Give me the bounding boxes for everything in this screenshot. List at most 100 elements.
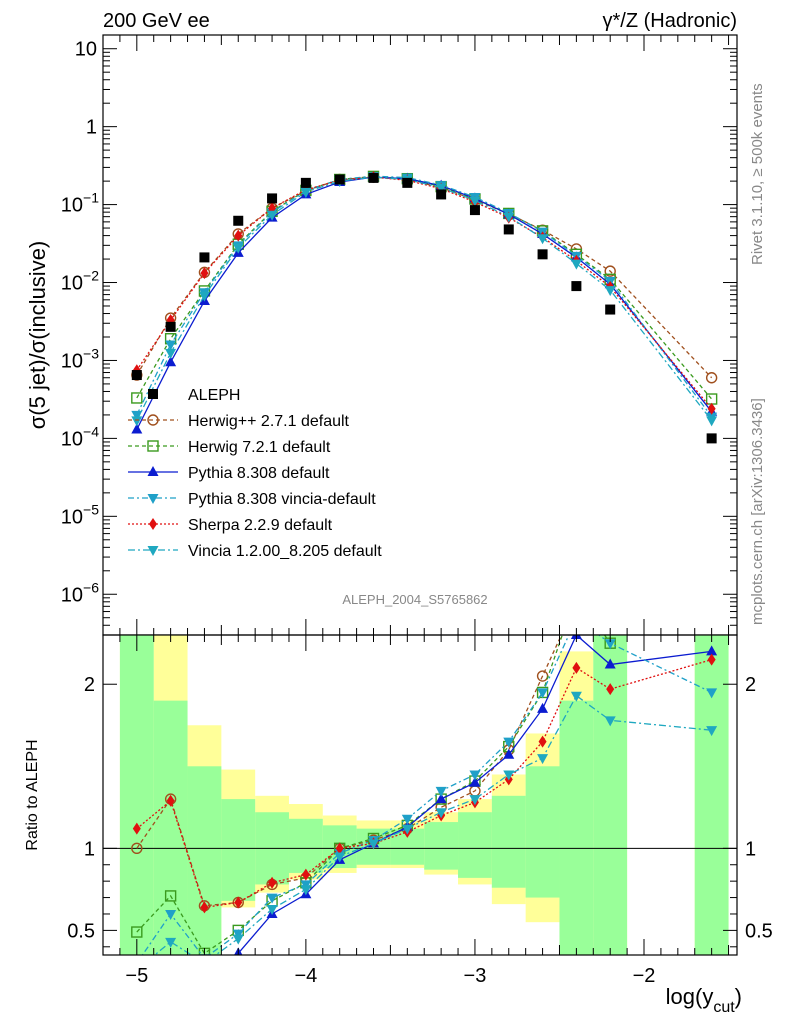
lower-y-axis-label: Ratio to ALEPH [24,739,41,850]
band-green [694,635,729,955]
ratio-vincia-1-2-00-8-205-default [153,691,718,955]
ratio-point [401,814,413,825]
ratio-point [706,645,718,656]
ratio-line [153,694,712,955]
series-point [165,340,177,351]
aleph-point [199,252,210,263]
upper-y-ticks: 10 1 10−1 10−2 10−3 10−4 10−5 10−6 [61,39,737,626]
band-green [559,700,594,955]
ratio-point [164,890,177,902]
lower-y-ticks: 0.5 0.5 1 1 2 2 [67,674,773,948]
legend-marker [147,546,159,556]
upper-y-tick-label: 1 [86,117,97,139]
ratio-point [234,896,243,909]
upper-y-tick-label: 10 [75,39,97,61]
ratio-point [537,702,549,713]
ratio-point [570,691,582,702]
ratio-point [503,770,515,781]
series-point [300,188,312,199]
title-right: γ*/Z (Hadronic) [603,10,737,32]
ratio-point [537,688,549,699]
upper-x-ticks [102,35,730,635]
ratio-point [606,683,615,696]
aleph-point [334,174,345,185]
ratio-point [604,639,616,650]
ratio-point [469,795,481,806]
upper-y-tick-label: 10−5 [61,501,99,528]
ratio-point [200,901,209,914]
series-point [131,392,143,404]
ratio-point [131,926,143,938]
ratio-point [165,909,177,920]
ratio-point [469,770,481,781]
legend-entry: ALEPH [148,387,240,404]
ratio-point [604,658,616,669]
lower-y-tick-label-right: 2 [745,674,756,696]
x-tick-label: −5 [125,965,148,987]
ratio-point [266,905,278,916]
series-point [131,423,143,434]
ratio-point [537,754,549,765]
ratio-point [166,794,175,807]
series-point [604,286,616,297]
legend-entry: Herwig++ 2.7.1 default [128,413,350,430]
uncertainty-bands [119,635,729,955]
aleph-point [402,177,413,188]
ratio-point [435,793,447,804]
ratio-point [266,893,278,904]
upper-y-tick-label: 10−3 [61,345,99,372]
series-point [131,410,143,421]
ratio-point [503,737,515,748]
lower-y-tick-label: 2 [84,674,95,696]
series-point [200,267,209,280]
band-green [491,795,526,888]
ratio-point [401,824,413,835]
series-point [706,416,718,427]
ratio-point [604,716,616,727]
legend-marker [147,414,159,426]
aleph-point [267,193,278,204]
series-point [707,402,716,415]
ratio-point [706,726,718,737]
lower-panel: 0.5 0.5 1 1 2 2 −5 −4 −3 −2 Ratio to ALEPH [24,634,773,987]
ratio-point [335,842,344,855]
ratio-point [165,937,177,948]
upper-y-tick-label: 10−2 [61,268,99,295]
series-point [198,291,210,302]
aleph-point [368,172,379,183]
series-point [705,372,718,384]
upper-y-axis-label: σ(5 jet)/σ(inclusive) [25,241,50,430]
aleph-point [571,281,582,292]
x-axis-label-close: ) [735,984,742,1009]
legend-marker [149,518,157,530]
lower-y-tick-label: 1 [84,838,95,860]
band-green [119,635,154,955]
ratio-point [435,808,447,819]
ratio-line [136,658,712,909]
band-green [525,766,560,898]
upper-series-group [131,170,718,434]
legend-entry: Pythia 8.308 default [128,465,330,482]
series-point [131,416,143,427]
ratio-point [469,776,481,787]
series-point [503,212,515,223]
ratio-point [503,748,515,759]
legend-label: Sherpa 2.2.9 default [188,517,333,534]
aleph-point [537,249,548,260]
aleph-point [300,177,311,188]
legend-label: Pythia 8.308 vincia-default [188,491,376,508]
ratio-point [300,885,312,896]
ratio-point [572,661,581,674]
lower-y-tick-label: 0.5 [67,920,95,942]
upper-panel: 10 1 10−1 10−2 10−3 10−4 10−5 10−6 σ(5 jet)/σ(i… [25,34,738,636]
lower-y-tick-label-right: 1 [745,838,756,860]
series-point [537,234,549,245]
band-green [288,818,323,873]
series-point [165,356,177,367]
ratio-point [334,852,346,863]
legend-label: Herwig++ 2.7.1 default [188,413,350,430]
series-point [469,196,481,207]
rivet-side-label: Rivet 3.1.10, ≥ 500k events [749,83,766,265]
aleph-point [233,215,244,226]
